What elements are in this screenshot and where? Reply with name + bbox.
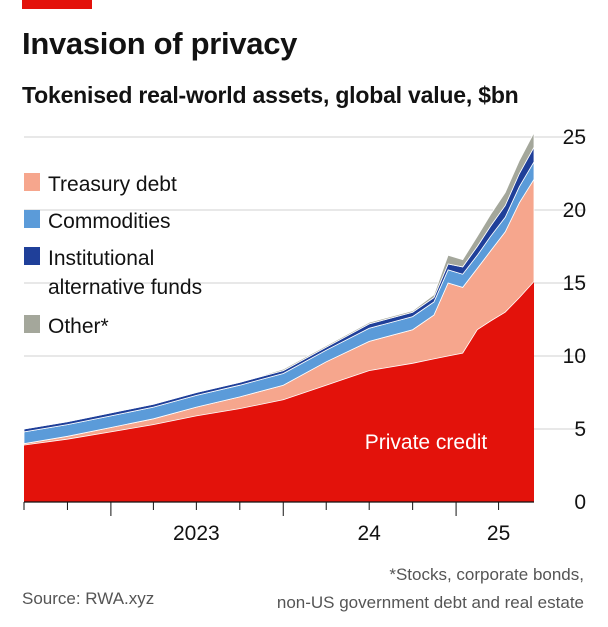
legend-swatch (24, 173, 40, 191)
area-private-credit (24, 281, 534, 502)
chart-legend: Treasury debt Commodities Institutional … (24, 170, 202, 349)
annotation-private-credit: Private credit (365, 431, 488, 454)
y-tick-label: 20 (563, 199, 586, 222)
legend-item-treasury-debt: Treasury debt (24, 170, 202, 207)
source-note: Source: RWA.xyz (22, 589, 155, 608)
legend-label: Treasury debt (48, 173, 177, 196)
y-tick-label: 10 (563, 345, 586, 368)
legend-label: Commodities (48, 210, 171, 233)
legend-swatch (24, 315, 40, 333)
y-tick-label: 15 (563, 272, 586, 295)
legend-item-other: Other* (24, 312, 202, 349)
area-other (23, 132, 535, 430)
legend-label: Other* (48, 315, 109, 338)
legend-item-commodities: Commodities (24, 207, 202, 244)
x-tick-label: 24 (358, 522, 382, 545)
y-tick-label: 5 (574, 418, 586, 441)
chart-title: Invasion of privacy (22, 26, 298, 61)
y-tick-label: 25 (563, 126, 586, 149)
footnote: *Stocks, corporate bonds, non-US governm… (277, 561, 584, 617)
brand-tab (22, 0, 92, 9)
legend-label: Institutional alternative funds (48, 247, 203, 299)
stacked-area-chart: 0 5 10 15 20 25 2023 24 25 Private credit (23, 126, 586, 545)
legend-swatch (24, 210, 40, 228)
x-tick-label: 2023 (173, 522, 220, 545)
x-tick-label: 25 (487, 522, 510, 545)
footnote-text: *Stocks, corporate bonds, non-US governm… (276, 565, 584, 612)
legend-swatch (24, 247, 40, 265)
legend-item-institutional-alternative-funds: Institutional alternative funds (24, 244, 202, 312)
chart-subtitle: Tokenised real-world assets, global valu… (22, 82, 519, 108)
y-tick-label: 0 (574, 491, 586, 514)
